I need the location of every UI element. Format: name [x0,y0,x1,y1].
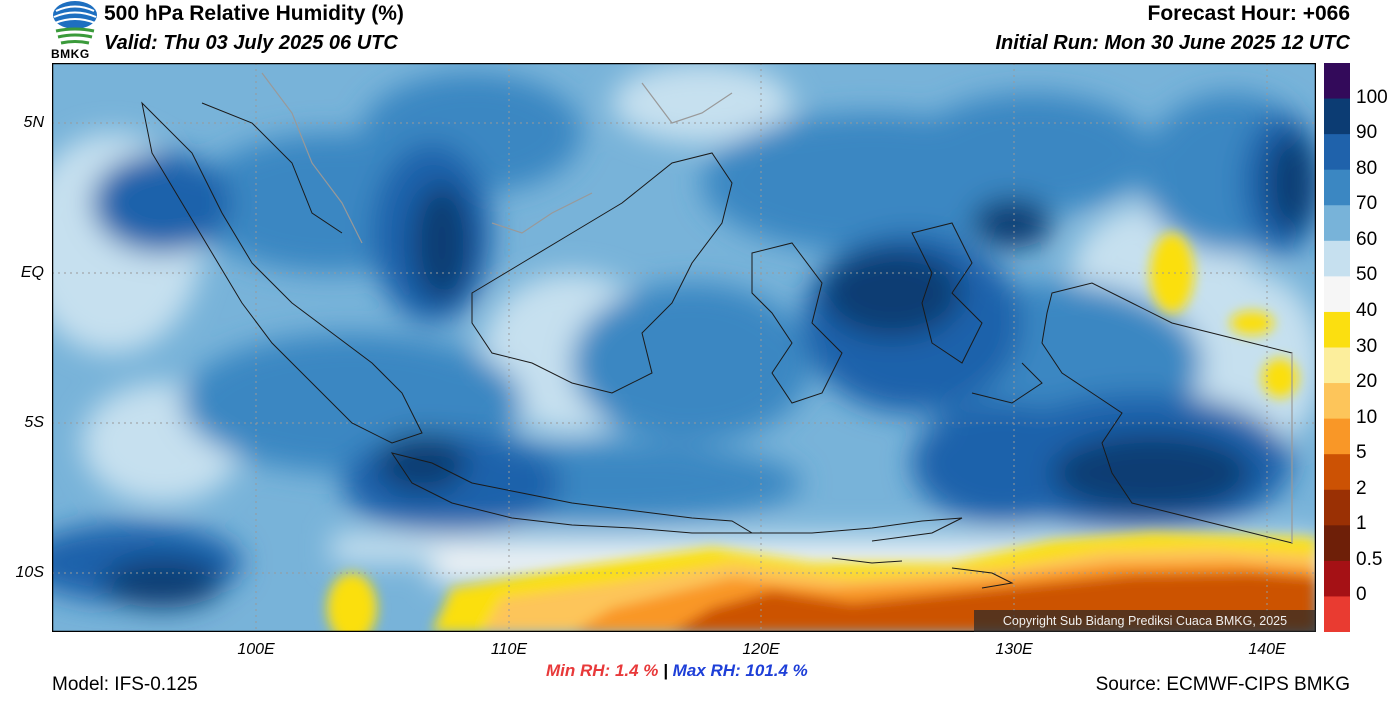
colorbar-label: 1 [1356,513,1367,535]
max-rh-label: Max RH: [672,661,741,680]
min-rh-label: Min RH: [546,661,611,680]
colorbar-segment [1324,134,1350,171]
map-title: 500 hPa Relative Humidity (%) [104,2,404,25]
colorbar-label: 20 [1356,371,1378,393]
lon-label-110e: 110E [490,641,528,658]
lon-label-140e: 140E [1248,641,1286,658]
forecast-hour: Forecast Hour: +066 [1147,2,1351,25]
colorbar-label: 10 [1356,406,1378,428]
colorbar-label: 0 [1356,584,1367,606]
lat-label-5s: 5S [24,414,44,431]
model-label: Model: IFS-0.125 [52,674,198,695]
colorbar-label: 0.5 [1356,548,1383,570]
colorbar-label: 70 [1356,193,1378,215]
lon-label-120e: 120E [742,641,780,658]
colorbar-label: 50 [1356,264,1378,286]
colorbar-label: 30 [1356,335,1378,357]
colorbar-segment [1324,525,1350,562]
valid-time: Valid: Thu 03 July 2025 06 UTC [104,32,398,54]
colorbar-segment [1324,454,1350,491]
source-label: Source: ECMWF-CIPS BMKG [1095,674,1350,695]
colorbar-segment [1324,98,1350,135]
lon-label-100e: 100E [237,641,275,658]
colorbar-segment [1324,276,1350,313]
min-rh-value: 1.4 % [614,661,659,680]
rh-stats: Min RH: 1.4 % | Max RH: 101.4 % [546,661,808,681]
max-rh-value: 101.4 % [745,661,808,680]
logo-text: BMKG [51,47,90,61]
colorbar-segment [1324,596,1350,633]
colorbar-label: 100 [1356,86,1388,108]
stats-separator: | [663,661,668,680]
colorbar-segment [1324,169,1350,206]
colorbar-label: 60 [1356,228,1378,250]
lat-label-eq: EQ [20,264,44,281]
colorbar-label: 90 [1356,122,1378,144]
initial-run: Initial Run: Mon 30 June 2025 12 UTC [995,32,1350,54]
lat-label-10s: 10S [15,564,44,581]
colorbar-segment [1324,347,1350,384]
coastlines [141,101,1293,589]
colorbar-segment [1324,311,1350,348]
humidity-map [51,62,1317,633]
lat-label-5n: 5N [23,114,44,131]
colorbar-segment [1324,240,1350,277]
colorbar-segment [1324,418,1350,455]
colorbar [1324,63,1350,633]
bmkg-logo [50,0,100,62]
colorbar-label: 5 [1356,442,1367,464]
copyright-notice: Copyright Sub Bidang Prediksi Cuaca BMKG… [974,610,1316,632]
colorbar-segment [1324,560,1350,597]
colorbar-segment [1324,489,1350,526]
colorbar-segment [1324,205,1350,242]
colorbar-segment [1324,383,1350,420]
lon-label-130e: 130E [995,641,1033,658]
colorbar-label: 80 [1356,157,1378,179]
borders [261,72,1293,543]
colorbar-label: 2 [1356,477,1367,499]
colorbar-segment [1324,63,1350,100]
colorbar-label: 40 [1356,299,1378,321]
